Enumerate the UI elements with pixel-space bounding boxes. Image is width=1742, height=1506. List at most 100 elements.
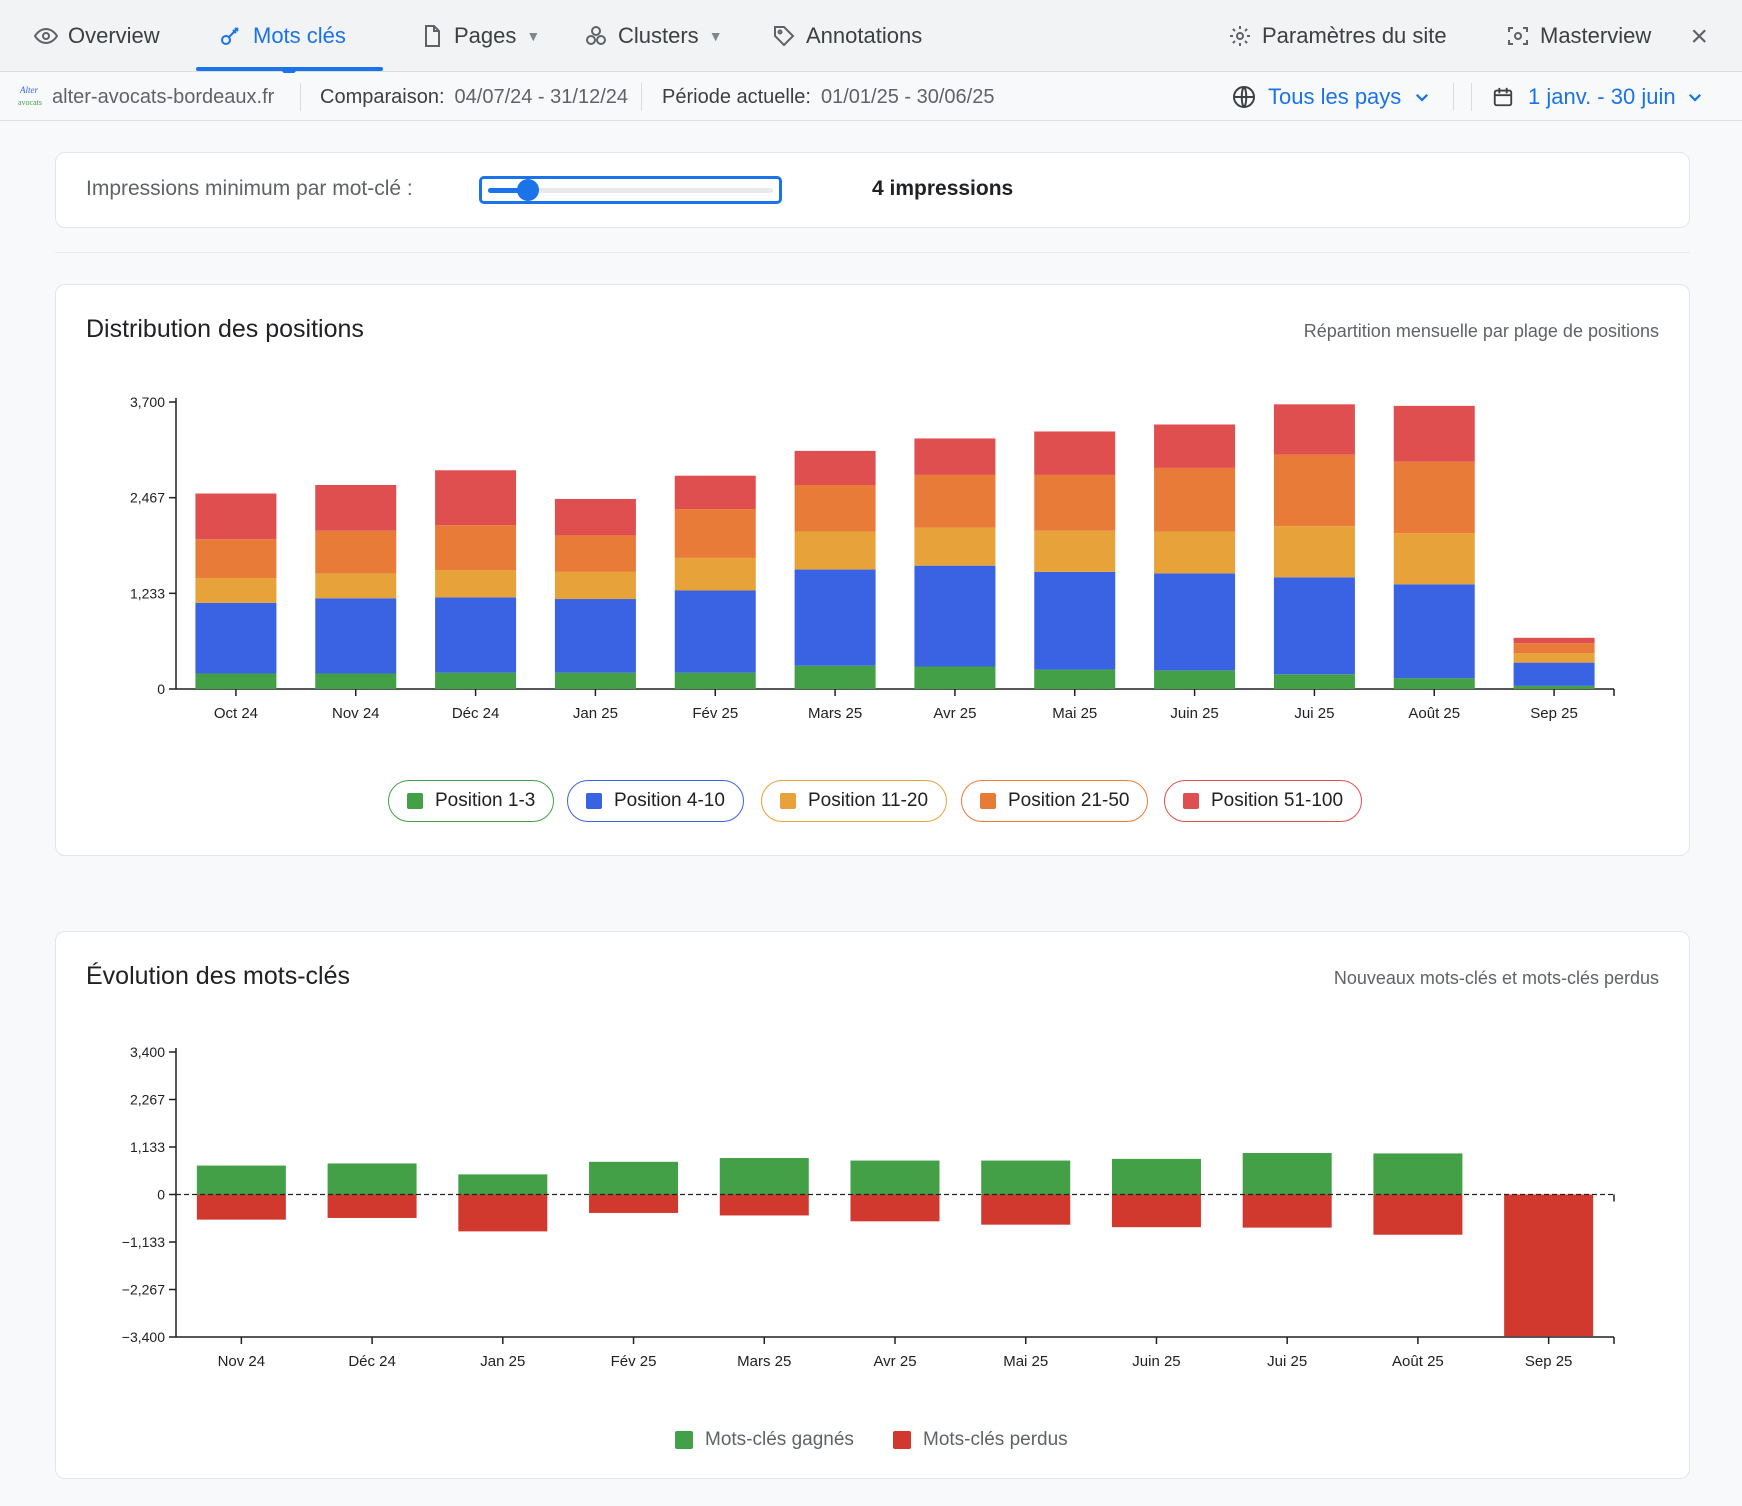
current-period-value: 01/01/25 - 30/06/25 bbox=[820, 85, 995, 108]
bar-segment bbox=[435, 672, 517, 689]
y-tick-label: 2,467 bbox=[130, 490, 165, 506]
x-tick-label: Déc 24 bbox=[348, 1353, 396, 1370]
impressions-slider[interactable] bbox=[479, 176, 782, 204]
bar-segment bbox=[914, 666, 996, 689]
bar-segment bbox=[435, 597, 517, 673]
impressions-filter-card: Impressions minimum par mot-clé : 4 impr… bbox=[55, 152, 1690, 228]
tab-overview[interactable]: Overview bbox=[34, 0, 160, 72]
legend-keywords-lost[interactable]: Mots-clés perdus bbox=[893, 1425, 1068, 1455]
position-distribution-chart: 0 1,233 2,467 3,700 Oct 24 Nov 24 Déc 24 Jan 25… bbox=[130, 394, 1615, 722]
legend-position-51-100[interactable]: Position 51-100 bbox=[1164, 780, 1363, 822]
caret-down-icon: ▼ bbox=[708, 28, 723, 44]
bar-segment bbox=[794, 450, 876, 485]
bar-segment bbox=[195, 493, 277, 540]
slider-track bbox=[488, 188, 773, 193]
bar-segment bbox=[554, 672, 636, 689]
comparison-label: Comparaison: bbox=[320, 85, 445, 108]
date-range-dropdown[interactable]: 1 janv. - 30 juin bbox=[1492, 73, 1704, 121]
legend-keywords-gained[interactable]: Mots-clés gagnés bbox=[675, 1425, 854, 1455]
tab-clusters[interactable]: Clusters ▼ bbox=[584, 0, 723, 72]
bar bbox=[327, 1194, 417, 1218]
x-tick-label: Oct 24 bbox=[214, 705, 258, 722]
close-icon[interactable]: × bbox=[1690, 20, 1708, 53]
bar bbox=[589, 1194, 679, 1213]
bar bbox=[1504, 1194, 1594, 1337]
bar-segment bbox=[315, 598, 397, 674]
tab-masterview-label: Masterview bbox=[1540, 23, 1652, 48]
legend-position-21-50[interactable]: Position 21-50 bbox=[961, 780, 1149, 822]
chart-subtitle: Nouveaux mots-clés et mots-clés perdus bbox=[1333, 968, 1659, 988]
bar-segment bbox=[1034, 669, 1116, 689]
bar-segment bbox=[914, 474, 996, 528]
tab-pages[interactable]: Pages ▼ bbox=[420, 0, 540, 72]
chart-title: Distribution des positions bbox=[86, 315, 364, 343]
x-tick-label: Juin 25 bbox=[1170, 705, 1218, 722]
bar-segment bbox=[1034, 571, 1116, 670]
x-tick-label: Jan 25 bbox=[480, 1353, 525, 1370]
bar-segment bbox=[674, 590, 756, 673]
tab-masterview[interactable]: Masterview bbox=[1506, 0, 1651, 72]
bar-segment bbox=[315, 530, 397, 574]
comparison-value: 04/07/24 - 31/12/24 bbox=[454, 85, 628, 108]
bar-segment bbox=[435, 570, 517, 598]
bar bbox=[1373, 1194, 1463, 1235]
chevron-down-icon bbox=[1688, 93, 1701, 102]
bar bbox=[327, 1163, 417, 1195]
y-tick-label: 0 bbox=[157, 681, 165, 697]
bar-segment bbox=[674, 475, 756, 510]
y-tick-label: 3,400 bbox=[130, 1044, 165, 1060]
caret-down-icon: ▼ bbox=[526, 28, 541, 44]
y-tick-label: 0 bbox=[157, 1187, 165, 1203]
bar-segment bbox=[794, 665, 876, 689]
legend-swatch bbox=[407, 793, 423, 809]
svg-text:avocats: avocats bbox=[18, 98, 42, 107]
legend-swatch bbox=[893, 1431, 911, 1449]
site-selector[interactable]: Alter avocats alter-avocats-bordeaux.fr bbox=[18, 73, 274, 121]
bar bbox=[1111, 1194, 1201, 1228]
bar-segment bbox=[315, 573, 397, 599]
legend-label: Position 21-50 bbox=[1008, 790, 1130, 811]
legend-label: Position 51-100 bbox=[1211, 790, 1344, 811]
legend-position-1-3[interactable]: Position 1-3 bbox=[388, 780, 555, 822]
keyword-evolution-chart: −3,400 −2,267 −1,133 0 1,133 2,267 3,400 Nov 24… bbox=[122, 1044, 1615, 1370]
site-name: alter-avocats-bordeaux.fr bbox=[52, 85, 275, 108]
bar bbox=[196, 1194, 286, 1220]
key-icon bbox=[221, 27, 239, 45]
country-dropdown[interactable]: Tous les pays bbox=[1232, 73, 1431, 121]
keyword-evolution-card: Évolution des mots-clés Nouveaux mots-cl… bbox=[55, 931, 1690, 1479]
bar-segment bbox=[554, 498, 636, 536]
bar-segment bbox=[554, 599, 636, 673]
bar-segment bbox=[914, 438, 996, 475]
legend-label: Position 4-10 bbox=[614, 790, 725, 811]
tab-annotations-label: Annotations bbox=[806, 23, 923, 48]
x-tick-label: Nov 24 bbox=[218, 1353, 266, 1370]
legend-position-4-10[interactable]: Position 4-10 bbox=[567, 780, 744, 822]
bar-segment bbox=[674, 672, 756, 689]
legend-swatch bbox=[1183, 793, 1199, 809]
keyword-evolution-legend: Mots-clés gagnés Mots-clés perdus bbox=[56, 1425, 1689, 1455]
bar bbox=[589, 1161, 679, 1195]
tab-site-settings[interactable]: Paramètres du site bbox=[1228, 0, 1447, 72]
bar-segment bbox=[1393, 405, 1475, 462]
eye-icon bbox=[34, 27, 58, 45]
bar bbox=[719, 1194, 809, 1216]
bar-segment bbox=[1273, 674, 1355, 689]
x-tick-label: Fév 25 bbox=[692, 705, 738, 722]
bar bbox=[1373, 1153, 1463, 1195]
tab-overview-label: Overview bbox=[68, 23, 160, 48]
tab-mots-cles[interactable]: Mots clés bbox=[219, 0, 346, 72]
bar bbox=[850, 1160, 940, 1195]
slider-thumb[interactable] bbox=[516, 179, 539, 201]
chart-subtitle: Répartition mensuelle par plage de posit… bbox=[1303, 321, 1659, 341]
masterview-icon bbox=[1508, 27, 1528, 45]
country-value: Tous les pays bbox=[1268, 84, 1402, 109]
bar bbox=[981, 1194, 1071, 1225]
current-period-label: Période actuelle: bbox=[662, 85, 811, 108]
bar-segment bbox=[195, 539, 277, 579]
legend-position-11-20[interactable]: Position 11-20 bbox=[761, 780, 948, 822]
bar-segment bbox=[1273, 404, 1355, 455]
bar-segment bbox=[794, 484, 876, 532]
tab-annotations[interactable]: Annotations bbox=[772, 0, 922, 72]
bar-segment bbox=[1273, 577, 1355, 675]
x-tick-label: Fév 25 bbox=[611, 1353, 657, 1370]
